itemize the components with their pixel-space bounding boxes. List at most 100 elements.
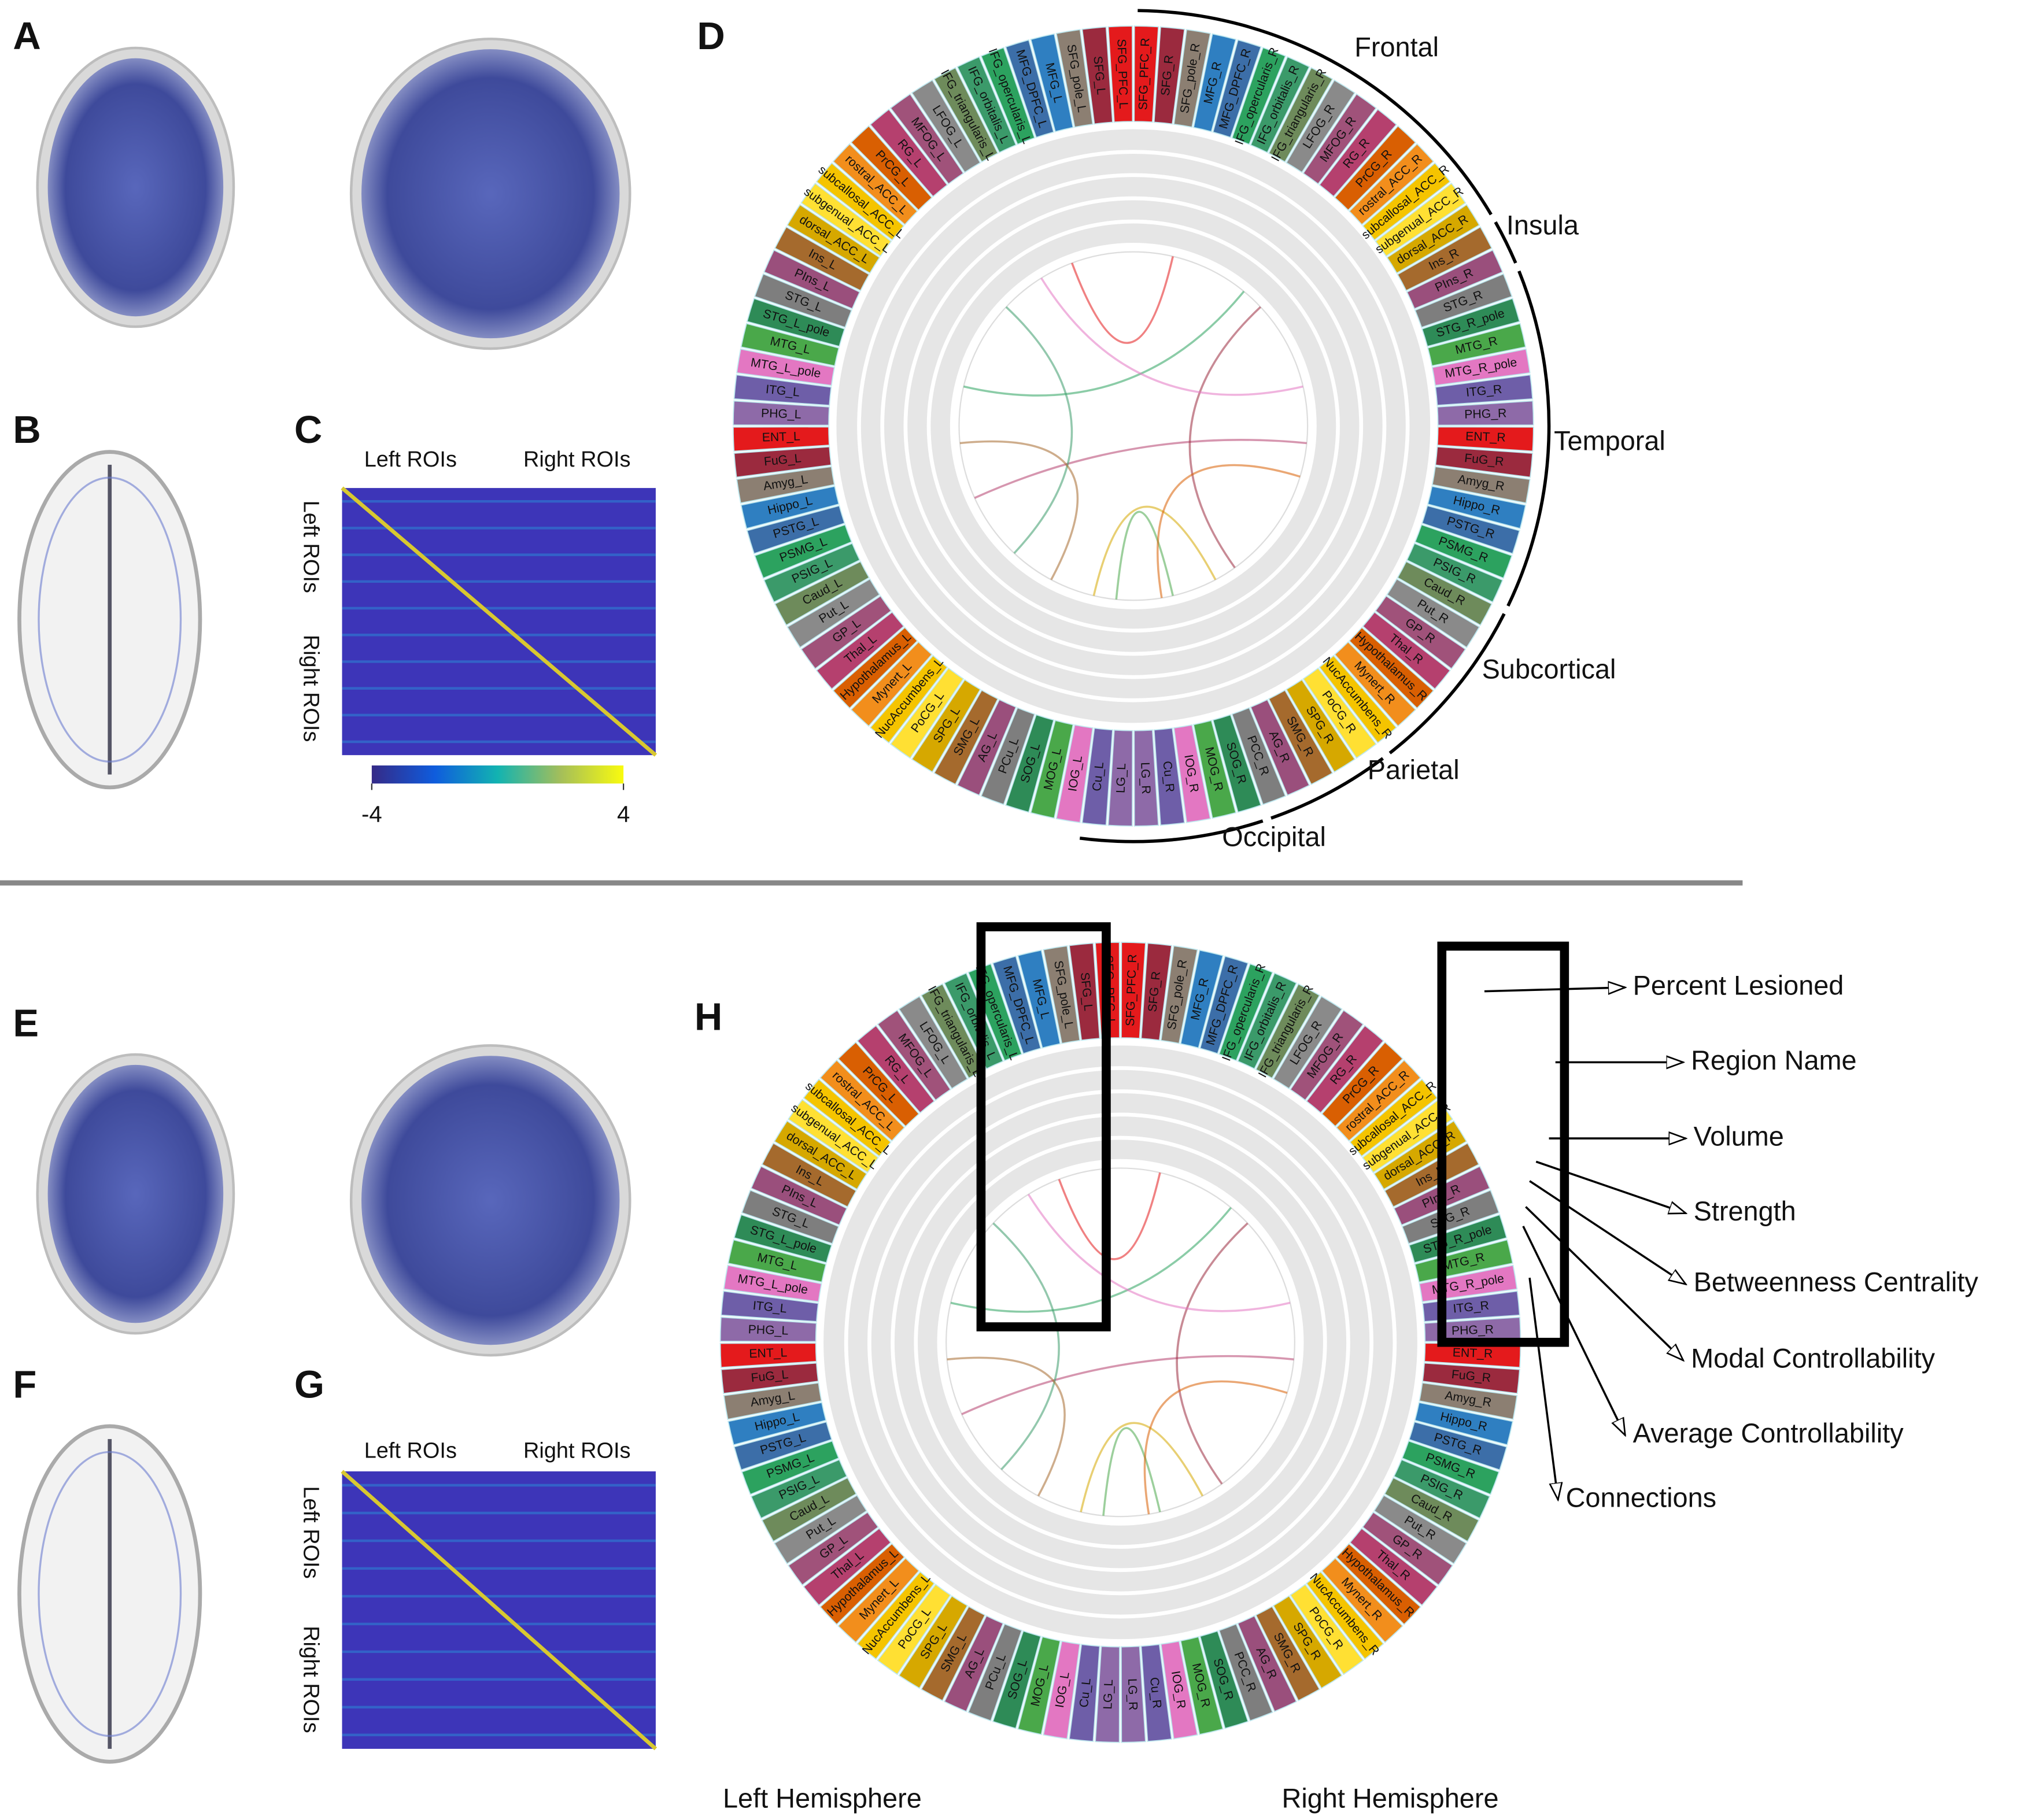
matrix-axis-label: Right ROIs — [299, 635, 323, 742]
region-segment — [1140, 1644, 1173, 1743]
region-name: LG_L — [1101, 1679, 1116, 1710]
region-segment — [1173, 29, 1212, 128]
connection — [1176, 1222, 1249, 1485]
panel-letter: H — [695, 995, 722, 1038]
connection — [1080, 1422, 1204, 1512]
region-segment — [1017, 949, 1061, 1049]
region-segment — [1255, 1606, 1321, 1701]
region-segment — [1397, 560, 1493, 626]
connection — [1027, 1193, 1291, 1312]
region-segment — [732, 426, 830, 452]
region-segment — [1335, 1059, 1421, 1142]
region-segment — [1237, 972, 1298, 1070]
region-segment — [1055, 724, 1094, 823]
colorbar-tick-label: 4 — [617, 801, 630, 827]
region-segment — [1250, 56, 1310, 154]
region-segment — [1401, 1440, 1500, 1496]
region-segment — [1318, 108, 1397, 198]
region-segment — [832, 627, 918, 709]
region-segment — [1408, 1421, 1508, 1471]
matrix-axis-label: Left ROIs — [299, 501, 323, 593]
region-segment — [1068, 1644, 1100, 1743]
region-segment — [761, 1477, 857, 1542]
inner-boundary — [945, 1167, 1295, 1518]
panel-letter: E — [13, 1002, 39, 1045]
region-segment — [1349, 1078, 1438, 1157]
region-name: ENT_R — [1452, 1346, 1493, 1360]
lobe-arc — [1388, 613, 1506, 754]
region-segment — [1421, 1290, 1520, 1322]
panel-letter: A — [13, 14, 40, 58]
region-name: Cu_L — [1077, 1678, 1094, 1708]
region-segment — [1362, 611, 1451, 690]
matrix-axis-label: Right ROIs — [523, 447, 631, 472]
lobe-label: Frontal — [1354, 32, 1439, 62]
matrix-axis-label: Left ROIs — [364, 1439, 457, 1463]
metric-track — [871, 1093, 1370, 1592]
region-segment — [819, 1059, 906, 1142]
lobe-label: Subcortical — [1482, 654, 1616, 684]
region-segment — [933, 66, 999, 163]
region-segment — [1212, 39, 1262, 138]
region-segment — [1393, 1459, 1491, 1519]
metric-track — [823, 1045, 1417, 1640]
region-name: Cu_R — [1160, 760, 1176, 793]
region-segment — [856, 1024, 935, 1114]
region-segment — [1386, 578, 1480, 649]
region-segment — [746, 298, 845, 347]
region-segment — [754, 524, 852, 579]
hemisphere-label: Right Hemisphere — [1281, 1784, 1498, 1814]
region-segment — [1153, 26, 1185, 125]
highlight-box — [1437, 941, 1569, 1347]
region-segment — [877, 1584, 951, 1675]
metric-track — [907, 200, 1360, 652]
highlight-box — [976, 922, 1111, 1331]
region-segment — [1427, 486, 1527, 530]
region-segment — [1030, 720, 1074, 819]
region-segment — [721, 1290, 819, 1322]
region-segment — [1268, 66, 1334, 163]
region-segment — [733, 446, 832, 478]
region-segment — [1180, 949, 1224, 1049]
region-segment — [1231, 706, 1287, 805]
region-segment — [736, 348, 835, 386]
metric-annotation: Strength — [1694, 1196, 1796, 1226]
region-segment — [741, 1440, 840, 1496]
connection — [1188, 306, 1261, 568]
region-name: ITG_L — [765, 383, 800, 399]
region-segment — [750, 1459, 848, 1519]
region-segment — [1334, 641, 1417, 727]
matrix-diagonal — [341, 486, 658, 757]
lobe-arc — [1079, 819, 1264, 844]
region-segment — [1335, 1542, 1421, 1626]
metric-annotation: Connections — [1566, 1482, 1717, 1512]
region-segment — [727, 1401, 827, 1446]
region-name: PHG_R — [1464, 406, 1507, 421]
region-segment — [1424, 1316, 1521, 1342]
region-segment — [1349, 1527, 1438, 1606]
region-segment — [1321, 1557, 1403, 1644]
region-segment — [1384, 1142, 1480, 1208]
matrix-diagonal — [341, 1470, 658, 1751]
region-name: SFG_PFC_R — [1124, 954, 1139, 1026]
region-segment — [787, 1098, 879, 1174]
region-segment — [980, 706, 1036, 805]
region-segment — [736, 466, 835, 504]
region-segment — [1436, 400, 1534, 426]
connection — [1143, 1380, 1288, 1515]
region-segment — [1107, 729, 1133, 827]
metric-track — [836, 129, 1431, 723]
region-name: SFG_PFC_R — [1136, 38, 1152, 110]
region-segment — [1406, 542, 1504, 603]
region-name: PHG_L — [761, 406, 802, 421]
region-segment — [1414, 273, 1513, 328]
region-segment — [774, 226, 870, 291]
region-segment — [1153, 727, 1185, 826]
region-segment — [1362, 162, 1451, 241]
region-segment — [774, 560, 870, 626]
metric-annotation: Average Controllability — [1633, 1418, 1904, 1448]
region-segment — [943, 972, 1004, 1070]
region-name: ENT_R — [1465, 430, 1506, 444]
region-segment — [1180, 1636, 1224, 1736]
region-segment — [1290, 1009, 1364, 1101]
